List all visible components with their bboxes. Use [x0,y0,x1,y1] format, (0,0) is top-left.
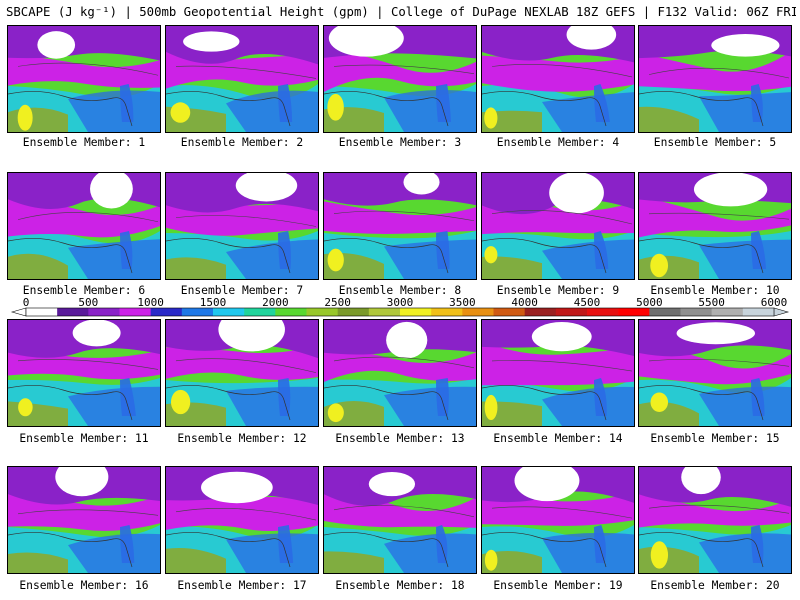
ensemble-member-map [7,172,161,280]
colorbar-left-arrow [10,307,27,317]
colorbar-swatch [462,308,494,316]
colorbar-swatch [493,308,525,316]
ensemble-member-map [481,466,635,574]
ensemble-member-label: Ensemble Member: 4 [496,136,620,149]
colorbar-swatch [337,308,370,316]
colorbar-swatch [26,308,58,316]
colorbar-swatch [742,308,775,316]
ensemble-member-label: Ensemble Member: 17 [177,579,307,592]
ensemble-member-label: Ensemble Member: 15 [650,432,780,445]
colorbar-swatch [306,308,338,316]
colorbar-right-arrow [773,307,790,317]
ensemble-member-label: Ensemble Member: 8 [338,284,462,297]
colorbar-swatch [649,308,681,316]
ensemble-member-label: Ensemble Member: 19 [493,579,623,592]
colorbar-swatch [400,308,432,316]
ensemble-member-label: Ensemble Member: 11 [19,432,149,445]
colorbar-swatch [368,308,401,316]
ensemble-member-label: Ensemble Member: 14 [493,432,623,445]
ensemble-member-label: Ensemble Member: 10 [650,284,780,297]
ensemble-member-label: Ensemble Member: 12 [177,432,307,445]
colorbar-swatch [213,308,245,316]
ensemble-member-map [638,25,792,133]
colorbar-swatch [587,308,619,316]
colorbar-swatch [57,308,89,316]
ensemble-member-label: Ensemble Member: 18 [335,579,465,592]
ensemble-member-map [323,466,477,574]
ensemble-member-map [7,466,161,574]
ensemble-member-map [323,319,477,427]
ensemble-member-label: Ensemble Member: 9 [496,284,620,297]
colorbar-tick-label: 5500 [698,296,725,309]
ensemble-member-label: Ensemble Member: 16 [19,579,149,592]
colorbar-swatch [119,308,151,316]
ensemble-member-label: Ensemble Member: 5 [653,136,777,149]
colorbar-swatch [275,308,307,316]
ensemble-member-map [638,319,792,427]
colorbar-swatch [181,308,214,316]
colorbar-tick-label: 4500 [574,296,601,309]
ensemble-member-label: Ensemble Member: 2 [180,136,304,149]
colorbar-tick-label: 500 [78,296,98,309]
ensemble-member-map [323,172,477,280]
ensemble-member-map [481,25,635,133]
colorbar: 0 500 1000 1500 2000 2500 3000 3500 4000 4500 5000… [0,296,800,322]
ensemble-member-map [481,319,635,427]
colorbar-swatch [680,308,712,316]
ensemble-member-label: Ensemble Member: 7 [180,284,304,297]
colorbar-swatch [150,308,183,316]
ensemble-member-map [638,172,792,280]
colorbar-tick-label: 3000 [387,296,414,309]
ensemble-member-map [165,319,319,427]
ensemble-member-label: Ensemble Member: 3 [338,136,462,149]
colorbar-tick-label: 3500 [449,296,476,309]
map-title: SBCAPE (J kg⁻¹) | 500mb Geopotential Hei… [6,5,796,19]
colorbar-tick-label: 6000 [761,296,788,309]
ensemble-member-label: Ensemble Member: 1 [22,136,146,149]
colorbar-swatch [244,308,276,316]
colorbar-swatch [524,308,557,316]
ensemble-member-map [481,172,635,280]
colorbar-tick-label: 1000 [137,296,164,309]
colorbar-tick-label: 0 [23,296,30,309]
colorbar-tick-label: 5000 [636,296,663,309]
colorbar-tick-label: 2000 [262,296,289,309]
ensemble-member-map [165,172,319,280]
ensemble-member-label: Ensemble Member: 20 [650,579,780,592]
colorbar-tick-label: 4000 [511,296,538,309]
ensemble-member-map [165,25,319,133]
ensemble-member-map [7,319,161,427]
ensemble-member-map [165,466,319,574]
ensemble-member-label: Ensemble Member: 6 [22,284,146,297]
ensemble-member-label: Ensemble Member: 13 [335,432,465,445]
ensemble-member-map [638,466,792,574]
colorbar-swatch [431,308,463,316]
colorbar-swatch [555,308,588,316]
colorbar-tick-label: 2500 [324,296,351,309]
colorbar-swatch [88,308,120,316]
colorbar-tick-label: 1500 [200,296,227,309]
colorbar-swatch [711,308,744,316]
ensemble-member-map [7,25,161,133]
ensemble-member-map [323,25,477,133]
colorbar-swatch [618,308,650,316]
